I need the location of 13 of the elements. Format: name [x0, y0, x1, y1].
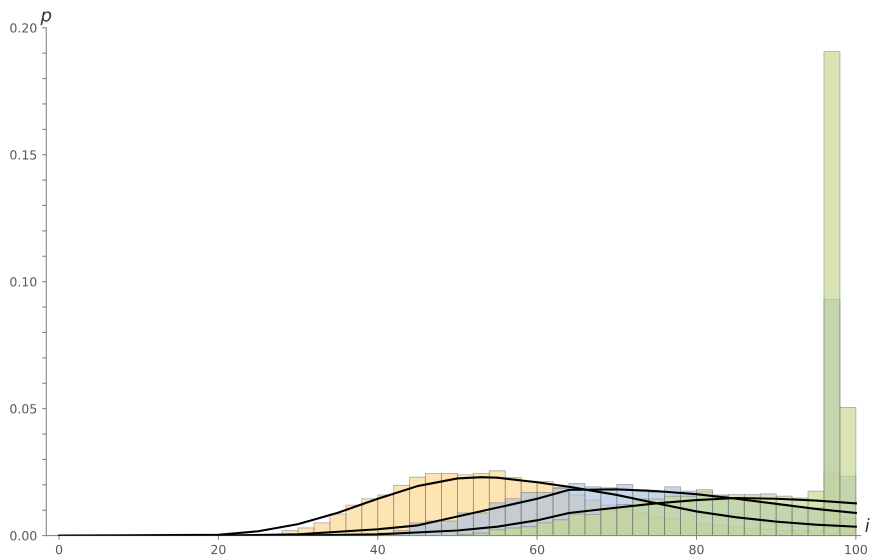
y-tick-label: 0.00	[10, 531, 36, 540]
y-axis-title: p	[40, 11, 52, 26]
x-tick-label: 0	[56, 544, 62, 554]
x-tick-label: 100	[845, 544, 867, 554]
x-tick-label: 80	[689, 544, 704, 554]
x-axis-title: i	[865, 518, 870, 532]
x-tick-label: 20	[211, 544, 226, 554]
y-tick-label: 0.10	[10, 277, 36, 287]
x-tick-label: 40	[370, 544, 385, 554]
y-tick-label: 0.05	[10, 404, 36, 414]
y-tick-label: 0.15	[10, 150, 36, 160]
x-tick-label: 60	[530, 544, 544, 554]
y-tick-label: 0.20	[10, 23, 36, 33]
